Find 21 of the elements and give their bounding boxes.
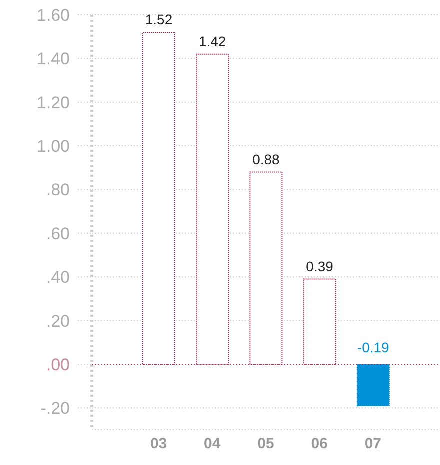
data-label: 0.88	[252, 151, 280, 168]
y-tick-label: 1.00	[36, 137, 70, 156]
x-tick-label: 06	[311, 436, 328, 453]
data-label: 0.39	[306, 258, 334, 274]
bar	[356, 364, 390, 406]
y-tick-label: .80	[46, 180, 70, 200]
x-tick-label: 05	[258, 436, 274, 453]
y-tick-label: .20	[46, 312, 70, 331]
y-tick-label: .40	[46, 268, 70, 288]
y-tick-label: .00	[46, 355, 70, 374]
data-label: 1.52	[145, 11, 173, 28]
y-tick-label: 1.20	[36, 93, 70, 112]
data-label: 1.42	[198, 33, 226, 50]
y-tick-label: .60	[46, 224, 70, 244]
x-tick-label: 07	[364, 436, 382, 453]
data-label: -0.19	[357, 339, 390, 356]
y-tick-label: 1.60	[36, 6, 70, 25]
y-tick-label: -.20	[40, 399, 70, 418]
x-tick-label: 03	[150, 436, 168, 453]
y-tick-label: 1.40	[36, 50, 70, 69]
x-tick-label: 04	[204, 436, 222, 453]
